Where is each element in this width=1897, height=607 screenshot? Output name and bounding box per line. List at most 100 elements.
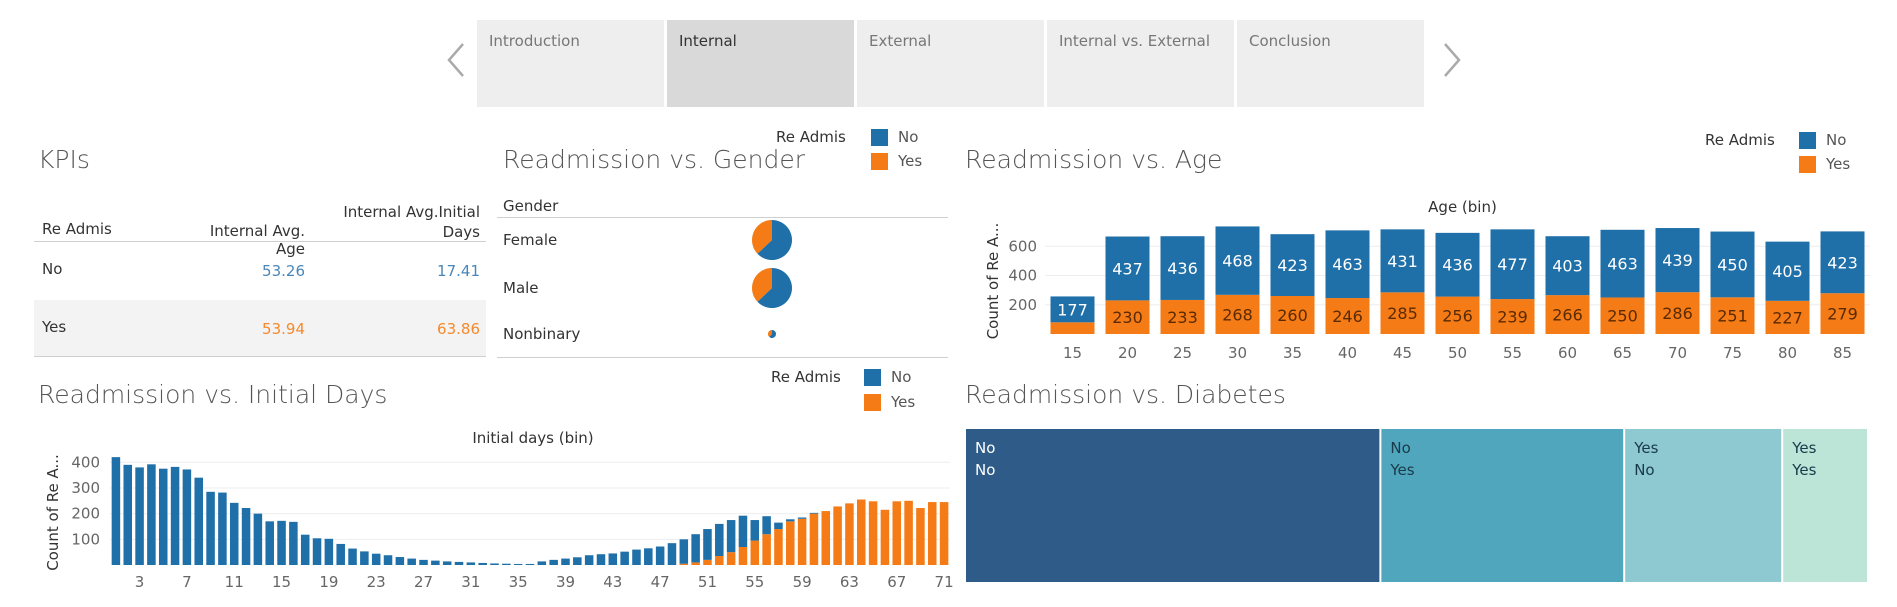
bar-yes[interactable] (916, 507, 925, 565)
tab-internal-vs-external[interactable]: Internal vs. External (1047, 20, 1234, 107)
bar-yes[interactable] (1490, 299, 1535, 334)
bar-yes[interactable] (797, 518, 807, 565)
bar-no[interactable] (371, 553, 381, 565)
bar-no[interactable] (1820, 231, 1865, 294)
bar-no[interactable] (1105, 236, 1150, 301)
bar-no[interactable] (1545, 236, 1590, 296)
bar-yes[interactable] (762, 534, 771, 565)
bar-no[interactable] (395, 557, 405, 565)
bar-yes[interactable] (1325, 298, 1370, 334)
bar-no[interactable] (360, 551, 369, 565)
bar-no[interactable] (277, 520, 286, 565)
bar-no[interactable] (111, 457, 121, 565)
bar-no[interactable] (1655, 228, 1700, 293)
bar-no[interactable] (419, 559, 428, 565)
bar-yes[interactable] (1545, 295, 1590, 334)
bar-yes[interactable] (892, 501, 902, 565)
bar-yes[interactable] (1765, 300, 1810, 334)
bar-no[interactable] (1710, 231, 1755, 298)
bar-no[interactable] (490, 563, 499, 565)
bar-yes[interactable] (1435, 296, 1480, 334)
bar-yes[interactable] (1050, 322, 1095, 334)
bar-no[interactable] (265, 521, 274, 565)
bar-no[interactable] (715, 523, 724, 557)
bar-no[interactable] (608, 553, 618, 565)
bar-no[interactable] (407, 558, 416, 565)
treemap-cell[interactable] (966, 429, 1380, 582)
bar-no[interactable] (726, 520, 736, 553)
bar-no[interactable] (750, 520, 760, 541)
bar-no[interactable] (442, 561, 452, 565)
bar-no[interactable] (667, 543, 677, 565)
days-legend-no[interactable]: No (864, 368, 911, 386)
bar-no[interactable] (525, 563, 535, 565)
bar-no[interactable] (738, 515, 748, 548)
bar-yes[interactable] (726, 552, 736, 565)
treemap-cell[interactable] (1381, 429, 1624, 582)
bar-no[interactable] (123, 464, 133, 565)
bar-yes[interactable] (1820, 293, 1865, 334)
bar-no[interactable] (170, 466, 180, 565)
bar-no[interactable] (596, 554, 606, 565)
bar-no[interactable] (289, 521, 298, 565)
gender-legend-no[interactable]: No (871, 128, 918, 146)
bar-yes[interactable] (809, 513, 819, 565)
bar-yes[interactable] (774, 529, 783, 565)
bar-yes[interactable] (703, 559, 712, 565)
bar-no[interactable] (466, 562, 476, 565)
bar-yes[interactable] (939, 502, 949, 565)
bar-no[interactable] (1765, 241, 1810, 301)
bar-no[interactable] (253, 513, 263, 565)
bar-yes[interactable] (750, 540, 760, 565)
chevron-right-icon[interactable] (1439, 42, 1465, 78)
bar-yes[interactable] (1380, 292, 1425, 334)
bar-no[interactable] (1050, 296, 1095, 323)
bar-no[interactable] (158, 468, 168, 565)
bar-no[interactable] (786, 519, 795, 522)
bar-yes[interactable] (857, 499, 866, 565)
bar-no[interactable] (241, 507, 251, 565)
bar-no[interactable] (1160, 236, 1205, 300)
bar-no[interactable] (194, 477, 203, 565)
tab-external[interactable]: External (857, 20, 1044, 107)
age-legend-yes[interactable]: Yes (1799, 155, 1850, 173)
bar-no[interactable] (762, 516, 771, 535)
bar-no[interactable] (561, 558, 570, 565)
bar-yes[interactable] (786, 521, 795, 565)
bar-yes[interactable] (715, 556, 724, 565)
bar-yes[interactable] (1105, 300, 1150, 334)
bar-no[interactable] (797, 517, 807, 519)
bar-no[interactable] (584, 555, 594, 565)
bar-no[interactable] (1380, 229, 1425, 293)
bar-no[interactable] (1325, 230, 1370, 299)
days-legend-yes[interactable]: Yes (864, 393, 915, 411)
bar-no[interactable] (549, 559, 558, 565)
bar-no[interactable] (336, 543, 345, 565)
bar-no[interactable] (537, 561, 547, 565)
chevron-left-icon[interactable] (443, 42, 469, 78)
bar-no[interactable] (1600, 229, 1645, 298)
bar-no[interactable] (182, 469, 192, 565)
bar-no[interactable] (703, 529, 712, 560)
bar-yes[interactable] (738, 547, 748, 565)
bar-no[interactable] (502, 563, 511, 565)
pie-slice-yes[interactable] (768, 330, 772, 337)
bar-yes[interactable] (1655, 292, 1700, 334)
bar-no[interactable] (644, 548, 653, 565)
pie-slice-no[interactable] (757, 268, 792, 308)
bar-no[interactable] (300, 534, 310, 565)
bar-yes[interactable] (679, 563, 689, 565)
bar-yes[interactable] (1270, 296, 1315, 334)
bar-yes[interactable] (845, 503, 854, 565)
bar-no[interactable] (147, 464, 156, 565)
bar-no[interactable] (324, 538, 334, 565)
bar-yes[interactable] (1710, 297, 1755, 334)
bar-no[interactable] (573, 557, 582, 565)
bar-no[interactable] (655, 546, 665, 565)
bar-yes[interactable] (1215, 294, 1260, 334)
tab-internal[interactable]: Internal (667, 20, 854, 107)
bar-yes[interactable] (927, 502, 937, 565)
pie-slice-no[interactable] (769, 330, 776, 338)
bar-yes[interactable] (691, 562, 700, 565)
bar-no[interactable] (454, 561, 464, 565)
